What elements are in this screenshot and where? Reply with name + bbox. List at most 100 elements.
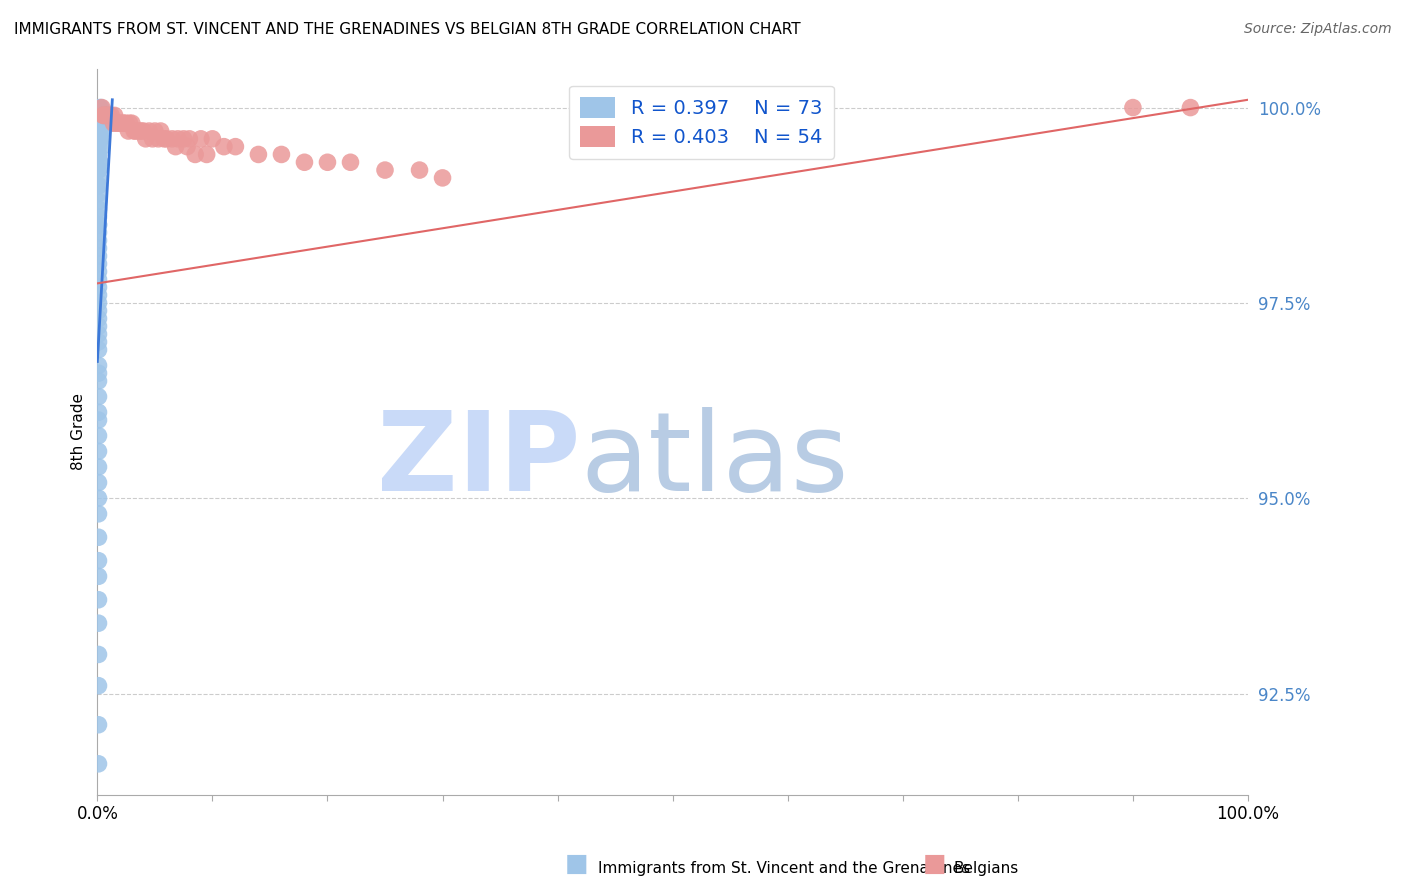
Point [184,147,207,161]
Point [87,530,110,544]
Point [89,132,111,146]
Point [132,124,155,138]
Text: Source: ZipAtlas.com: Source: ZipAtlas.com [1244,22,1392,37]
Text: ZIP: ZIP [377,408,581,515]
Point [149,124,172,138]
Point [89,155,111,169]
Point [87,116,110,130]
Point [87,288,110,302]
Text: ■: ■ [565,852,588,876]
Point [117,124,139,138]
Point [91,108,114,122]
Point [176,139,198,153]
Point [87,257,110,271]
Point [135,132,157,146]
Point [138,124,160,138]
Point [87,210,110,224]
Point [87,507,110,521]
Point [173,132,195,146]
Point [87,616,110,631]
Point [142,132,165,146]
Point [97,108,120,122]
Point [339,155,361,169]
Point [100,116,122,130]
Point [153,132,176,146]
Point [87,554,110,568]
Point [87,459,110,474]
Point [91,124,114,138]
Point [87,374,110,388]
Point [195,147,218,161]
Point [118,116,141,130]
Point [91,108,114,122]
Point [122,124,145,138]
Point [87,444,110,458]
Point [121,116,143,130]
Point [167,132,190,146]
Point [107,116,129,130]
Point [87,303,110,318]
Point [87,147,110,161]
Y-axis label: 8th Grade: 8th Grade [72,393,86,470]
Point [87,679,110,693]
Point [87,178,110,193]
Point [87,178,110,193]
Point [87,311,110,326]
Point [97,108,120,122]
Point [87,491,110,506]
Point [294,155,316,169]
Point [89,116,111,130]
Point [87,319,110,334]
Point [91,108,114,122]
Point [87,569,110,583]
Point [87,327,110,342]
Point [89,155,111,169]
Point [87,147,110,161]
Point [87,241,110,255]
Point [91,101,114,115]
Point [111,116,134,130]
Point [87,132,110,146]
Point [124,124,146,138]
Point [87,390,110,404]
Point [87,366,110,380]
Point [90,124,112,138]
Point [1122,101,1144,115]
Text: Immigrants from St. Vincent and the Grenadines: Immigrants from St. Vincent and the Gren… [598,861,970,876]
Point [87,648,110,662]
Point [96,108,118,122]
Point [87,186,110,201]
Point [87,265,110,279]
Point [91,139,114,153]
Point [87,272,110,286]
Point [179,132,201,146]
Point [90,101,112,115]
Point [316,155,339,169]
Point [87,170,110,185]
Point [112,116,135,130]
Text: ■: ■ [924,852,946,876]
Point [87,475,110,490]
Point [103,116,125,130]
Point [87,194,110,209]
Point [87,359,110,373]
Point [87,428,110,442]
Point [90,132,112,146]
Point [97,108,120,122]
Point [129,124,152,138]
Point [408,163,430,178]
Point [148,132,170,146]
Point [104,108,127,122]
Point [247,147,270,161]
Point [128,124,150,138]
Point [87,226,110,240]
Point [93,108,115,122]
Point [87,718,110,732]
Point [91,108,114,122]
Point [87,756,110,771]
Point [270,147,292,161]
Legend: R = 0.397    N = 73, R = 0.403    N = 54: R = 0.397 N = 73, R = 0.403 N = 54 [569,86,834,159]
Point [87,124,110,138]
Point [87,280,110,294]
Point [87,163,110,178]
